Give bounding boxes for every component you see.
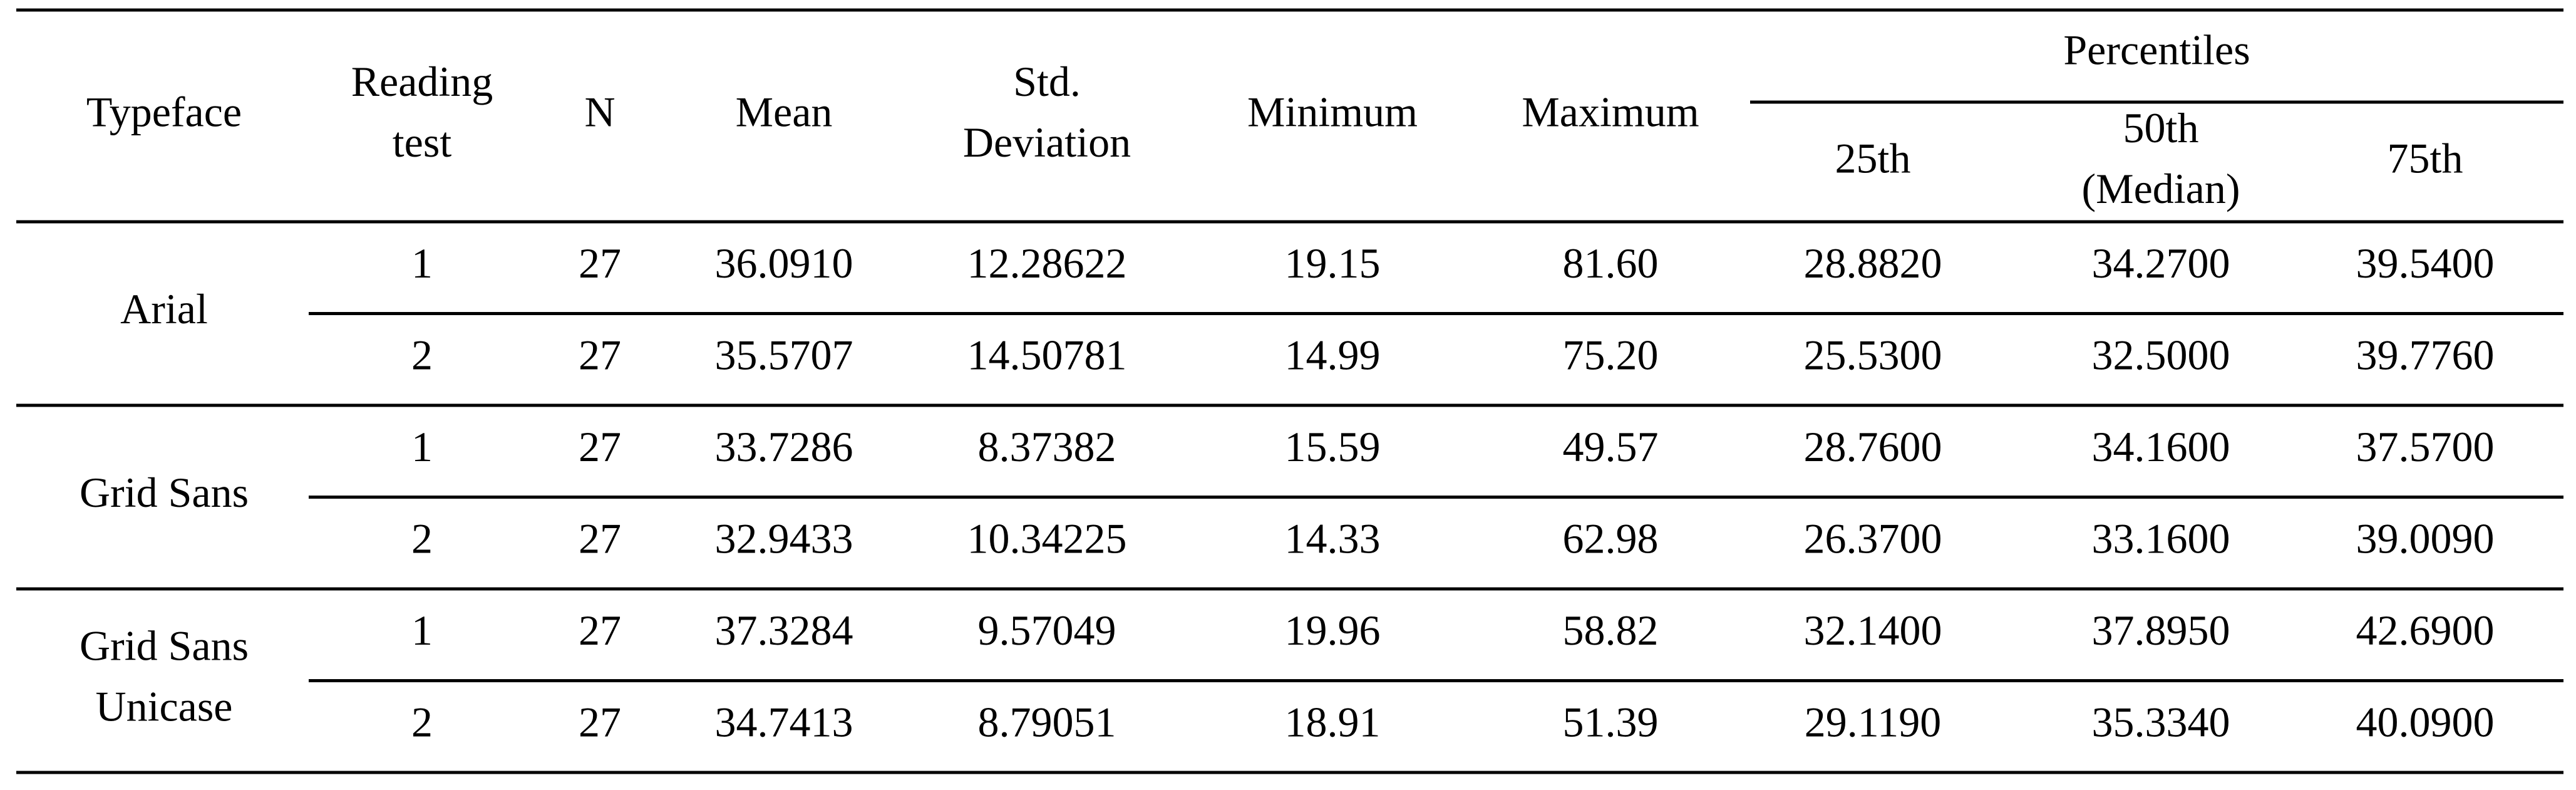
cell: 19.15 (1285, 239, 1381, 287)
typeface-label: Grid Sans (80, 622, 249, 670)
cell: 8.37382 (978, 423, 1116, 470)
cell: 1 (411, 606, 433, 654)
cell: 49.57 (1563, 423, 1659, 470)
cell: 34.1600 (2092, 423, 2230, 470)
typeface-label: Unicase (95, 683, 232, 730)
column-header: Reading (351, 58, 493, 105)
typeface-label: Arial (120, 285, 208, 333)
typeface-label: Grid Sans (80, 469, 249, 516)
subcolumn-header: 50th (2123, 104, 2199, 152)
column-header: Mean (736, 88, 833, 136)
cell: 75.20 (1563, 331, 1659, 378)
cell: 32.1400 (1804, 606, 1942, 654)
cell: 33.7286 (715, 423, 853, 470)
cell: 12.28622 (967, 239, 1127, 287)
cell: 32.5000 (2092, 331, 2230, 378)
cell: 28.8820 (1804, 239, 1942, 287)
column-header: Std. (1013, 58, 1081, 105)
column-header: N (584, 88, 615, 136)
cell: 29.1190 (1805, 698, 1941, 746)
cell: 27 (579, 698, 621, 746)
cell: 14.50781 (967, 331, 1127, 378)
cell: 19.96 (1285, 606, 1381, 654)
cell: 39.7760 (2356, 331, 2495, 378)
cell: 37.3284 (715, 606, 853, 654)
cell: 39.0090 (2356, 514, 2495, 562)
cell: 42.6900 (2356, 606, 2495, 654)
cell: 58.82 (1563, 606, 1659, 654)
column-header: Typeface (86, 88, 242, 136)
cell: 27 (579, 331, 621, 378)
cell: 18.91 (1285, 698, 1381, 746)
subcolumn-header: (Median) (2081, 165, 2240, 212)
cell: 1 (411, 239, 433, 287)
cell: 14.33 (1285, 514, 1381, 562)
cell: 35.5707 (715, 331, 853, 378)
cell: 9.57049 (978, 606, 1116, 654)
column-header: Minimum (1247, 88, 1418, 136)
cell: 25.5300 (1804, 331, 1942, 378)
group-header: Percentiles (2063, 26, 2250, 74)
cell: 33.1600 (2092, 514, 2230, 562)
cell: 62.98 (1563, 514, 1659, 562)
cell: 40.0900 (2356, 698, 2495, 746)
cell: 2 (411, 698, 433, 746)
cell: 26.3700 (1804, 514, 1942, 562)
cell: 10.34225 (967, 514, 1127, 562)
column-header: Maximum (1522, 88, 1699, 136)
cell: 28.7600 (1804, 423, 1942, 470)
cell: 1 (411, 423, 433, 470)
cell: 14.99 (1285, 331, 1381, 378)
column-header: Deviation (963, 118, 1131, 166)
cell: 2 (411, 514, 433, 562)
cell: 15.59 (1285, 423, 1381, 470)
cell: 32.9433 (715, 514, 853, 562)
cell: 37.5700 (2356, 423, 2495, 470)
cell: 37.8950 (2092, 606, 2230, 654)
cell: 36.0910 (715, 239, 853, 287)
cell: 27 (579, 606, 621, 654)
cell: 2 (411, 331, 433, 378)
subcolumn-header: 25th (1835, 135, 1911, 182)
cell: 34.7413 (715, 698, 853, 746)
cell: 27 (579, 514, 621, 562)
cell: 35.3340 (2092, 698, 2230, 746)
cell: 81.60 (1563, 239, 1659, 287)
cell: 27 (579, 239, 621, 287)
cell: 27 (579, 423, 621, 470)
cell: 34.2700 (2092, 239, 2230, 287)
cell: 8.79051 (978, 698, 1116, 746)
column-header: test (393, 118, 452, 166)
subcolumn-header: 75th (2388, 135, 2463, 182)
cell: 39.5400 (2356, 239, 2495, 287)
cell: 51.39 (1563, 698, 1659, 746)
